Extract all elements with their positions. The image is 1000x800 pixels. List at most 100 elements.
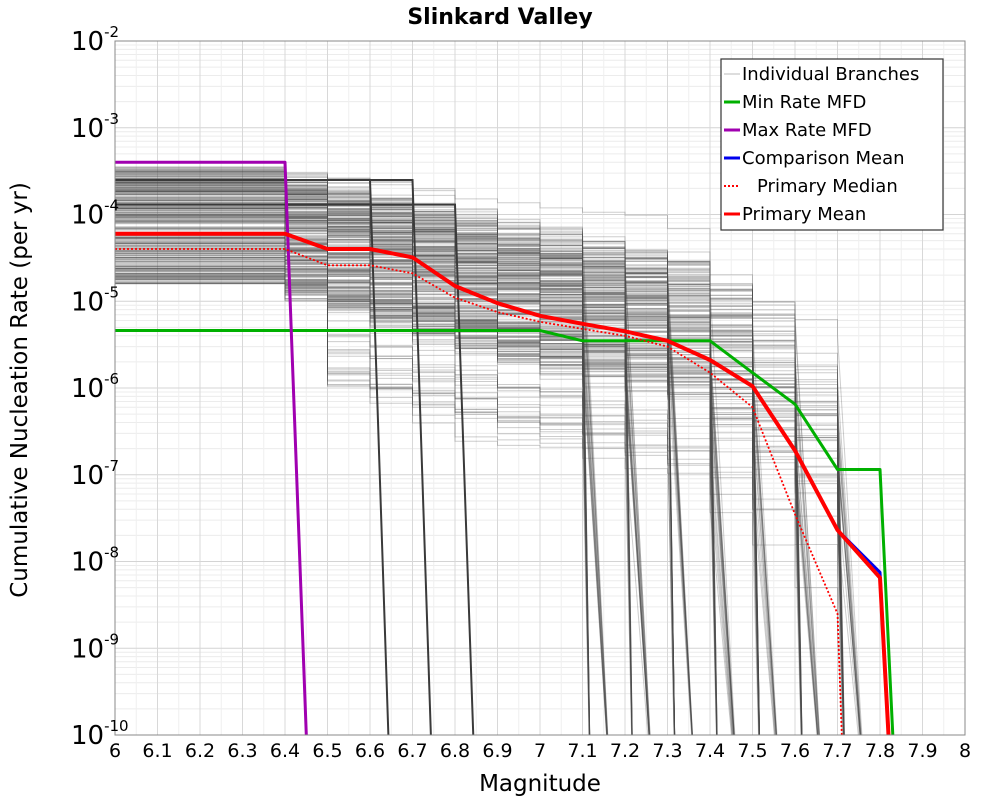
branch-line [115, 171, 760, 735]
branch-line [115, 254, 633, 735]
legend-box [720, 58, 944, 231]
branch-line [115, 191, 676, 735]
branch-line [115, 276, 845, 735]
y-tick-base: 10 [71, 721, 104, 751]
y-tick-base: 10 [71, 374, 104, 404]
y-tick-exponent: -10 [104, 717, 129, 735]
series-lines [115, 160, 895, 735]
branch-line [115, 256, 718, 735]
branch-line [115, 276, 843, 735]
branch-line [115, 282, 650, 735]
branch-line [115, 238, 590, 735]
branch-line [115, 188, 718, 735]
branch-line [115, 234, 590, 735]
y-tick-label: 10-8 [71, 544, 119, 578]
branch-line [115, 252, 650, 735]
branch-line [115, 210, 760, 735]
branch-line [115, 242, 675, 735]
branch-line [115, 227, 735, 735]
branch-line [115, 175, 718, 735]
branch-line [115, 186, 803, 735]
branch-line [115, 283, 590, 735]
individual-branches [115, 166, 863, 735]
branch-line [115, 183, 760, 735]
y-tick-label: 10-6 [71, 370, 119, 404]
branch-line [115, 220, 803, 735]
branch-line [115, 214, 820, 735]
chart-title: Slinkard Valley [407, 5, 592, 30]
x-tick-label: 6.9 [482, 740, 512, 762]
branch-line [115, 261, 675, 735]
branch-line [115, 243, 675, 735]
branch-line [115, 278, 776, 735]
legend-label: Comparison Mean [742, 148, 905, 169]
branch-line [115, 217, 845, 735]
branch-line [115, 171, 676, 735]
branch-line [115, 243, 845, 735]
branch-line [115, 220, 591, 735]
branch-line [115, 216, 608, 735]
x-tick-label: 7.7 [822, 740, 852, 762]
branch-line [115, 215, 651, 735]
y-tick-base: 10 [71, 114, 104, 144]
y-tick-label: 10-7 [71, 457, 119, 491]
branch-line [115, 215, 591, 735]
y-tick-exponent: -9 [104, 630, 119, 648]
branch-line [115, 181, 676, 735]
series-line-primary-mean [115, 231, 891, 735]
branch-line [115, 233, 608, 735]
branch-line [115, 281, 717, 735]
branch-line [115, 280, 760, 735]
branch-line [115, 205, 693, 735]
branch-line [115, 206, 760, 735]
x-tick-label: 7.4 [695, 740, 725, 762]
x-tick-label: 6.5 [312, 740, 342, 762]
series-line-primary-median [115, 248, 843, 735]
branch-line [115, 179, 863, 735]
branch-line [115, 222, 845, 735]
branch-line [115, 171, 693, 735]
y-tick-exponent: -5 [104, 283, 119, 301]
branch-line [115, 213, 760, 735]
legend-label: Min Rate MFD [742, 92, 866, 113]
branch-line [115, 190, 803, 735]
branch-line [115, 237, 591, 735]
branch-line [115, 187, 777, 735]
branch-line [115, 272, 818, 735]
branch-line [115, 220, 591, 735]
branch-line [115, 206, 676, 735]
branch-line [115, 209, 760, 735]
branch-line [115, 182, 718, 735]
y-tick-exponent: -6 [104, 370, 119, 388]
x-axis-label: Magnitude [479, 771, 601, 797]
branch-line [115, 182, 802, 735]
branch-line [115, 190, 694, 735]
legend-label: Individual Branches [742, 64, 919, 85]
branch-line [115, 191, 802, 735]
branch-line [115, 181, 845, 735]
branch-line [115, 216, 651, 735]
branch-line [115, 274, 845, 735]
branch-line [115, 181, 633, 735]
branch-line [115, 241, 861, 735]
branch-line [115, 209, 693, 735]
branch-line [115, 212, 591, 735]
branch-line [115, 214, 861, 735]
branch-line [115, 182, 819, 735]
x-tick-label: 6.8 [440, 740, 470, 762]
branch-line [115, 169, 845, 735]
branch-line [115, 258, 717, 735]
branch-line [115, 170, 803, 735]
branch-line [115, 247, 633, 735]
branch-line [115, 190, 803, 735]
branch-line [115, 221, 777, 735]
branch-line [115, 251, 735, 735]
x-tick-label: 6.2 [185, 740, 215, 762]
branch-line [115, 281, 760, 735]
x-tick-label: 7 [534, 740, 546, 762]
branch-line [115, 245, 591, 735]
branch-line [115, 261, 845, 735]
branch-line [115, 259, 650, 735]
branch-line [115, 178, 591, 735]
